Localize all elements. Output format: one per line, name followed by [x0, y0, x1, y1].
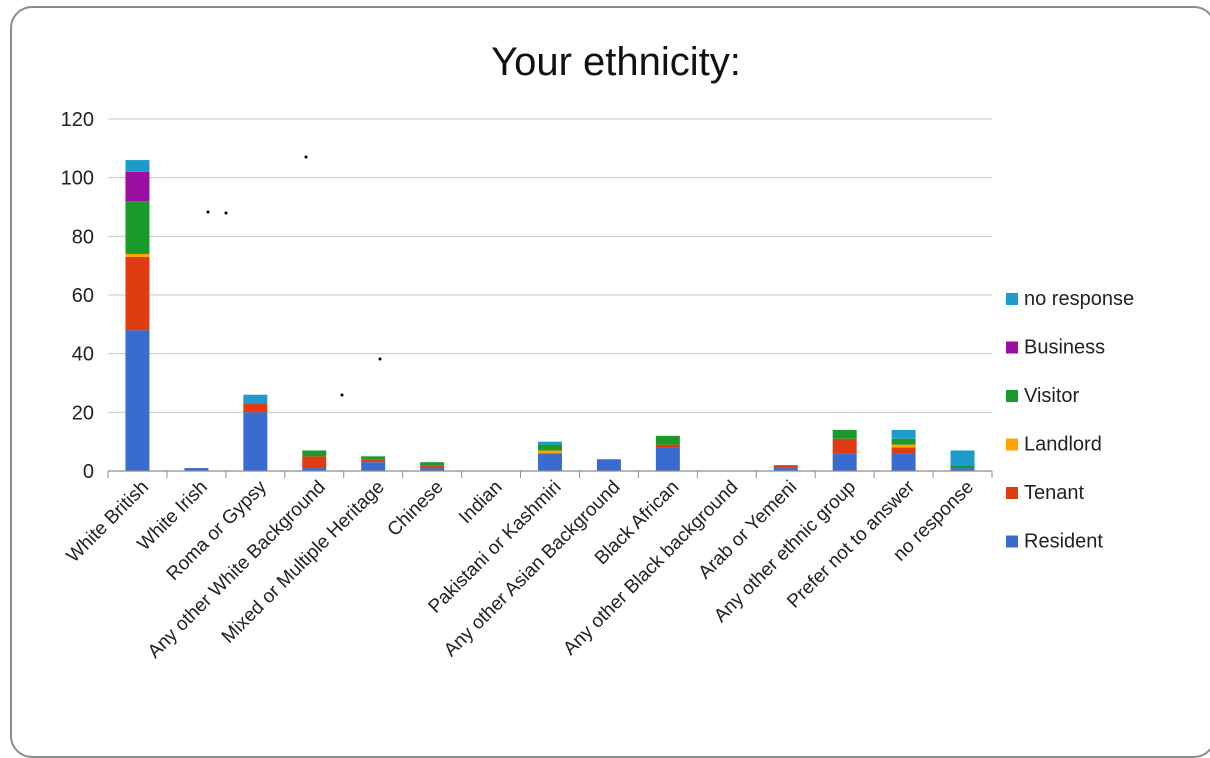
- y-tick-label: 120: [61, 109, 94, 131]
- legend-label: Business: [1024, 337, 1105, 359]
- legend-swatch: [1006, 438, 1018, 451]
- bar-segment: [243, 394, 268, 404]
- legend-label: Visitor: [1024, 385, 1080, 407]
- y-tick-label: 100: [61, 168, 94, 190]
- bar-segment: [773, 468, 798, 471]
- bar-segment: [538, 441, 562, 445]
- bar-segment: [891, 438, 916, 445]
- bar-segment: [773, 465, 798, 469]
- bar-segment: [891, 444, 916, 448]
- bar-segment: [184, 468, 209, 471]
- bar-segment: [950, 468, 975, 471]
- bar-segment: [891, 453, 916, 471]
- legend-label: no response: [1024, 288, 1134, 310]
- legend-label: Landlord: [1024, 434, 1102, 456]
- x-category-label: White British: [63, 477, 153, 567]
- bar-segment: [538, 450, 562, 454]
- bar-segment: [891, 447, 916, 454]
- bar-segment: [361, 456, 386, 460]
- legend-swatch: [1006, 535, 1018, 548]
- bar-segment: [420, 468, 445, 471]
- legend-swatch: [1006, 487, 1018, 499]
- bar-segment: [125, 256, 150, 331]
- bar-segment: [125, 330, 150, 471]
- legend-swatch: [1006, 341, 1018, 354]
- bar-segment: [596, 459, 621, 471]
- bars: [125, 160, 975, 471]
- bar-segment: [125, 201, 150, 254]
- bar-segment: [832, 438, 857, 454]
- bar-segment: [243, 412, 268, 471]
- bar-segment: [302, 450, 327, 457]
- y-axis: 0 20 40 60 80 100 120: [61, 109, 94, 483]
- bar-segment: [655, 444, 680, 448]
- bar-segment: [950, 465, 975, 469]
- bar-segment: [832, 429, 857, 439]
- bar-segment: [302, 468, 327, 471]
- bar-segment: [655, 447, 680, 471]
- bar-segment: [361, 459, 386, 463]
- bar-segment: [538, 444, 562, 451]
- x-category-label: Chinese: [384, 477, 448, 541]
- y-tick-label: 60: [72, 285, 94, 307]
- legend: no response Business Visitor Landlord Tenant…: [1006, 288, 1134, 553]
- bar-segment: [125, 160, 150, 172]
- x-category-label: Roma or Gypsy: [163, 476, 272, 585]
- bar-segment: [538, 453, 562, 471]
- y-tick-label: 80: [72, 226, 94, 248]
- bar-segment: [302, 456, 327, 469]
- chart-frame: [10, 6, 1210, 758]
- gridlines: [108, 118, 992, 413]
- bar-segment: [950, 450, 975, 466]
- x-category-label: Indian: [455, 477, 506, 528]
- stray-marks: [206, 155, 382, 397]
- bar-segment: [420, 465, 445, 469]
- legend-label: Tenant: [1024, 482, 1084, 504]
- bar-segment: [655, 435, 680, 445]
- bar-segment: [832, 453, 857, 471]
- bar-segment: [361, 462, 386, 471]
- bar-segment: [243, 403, 268, 413]
- bar-segment: [125, 253, 150, 257]
- y-tick-label: 20: [72, 402, 94, 424]
- y-tick-label: 40: [72, 344, 94, 366]
- bar-segment: [420, 462, 445, 466]
- chart-title: Your ethnicity:: [491, 40, 741, 84]
- legend-swatch: [1006, 293, 1018, 305]
- bar-segment: [891, 429, 916, 439]
- legend-label: Resident: [1024, 531, 1103, 553]
- y-tick-label: 0: [83, 461, 94, 483]
- legend-swatch: [1006, 390, 1018, 402]
- bar-segment: [125, 171, 150, 202]
